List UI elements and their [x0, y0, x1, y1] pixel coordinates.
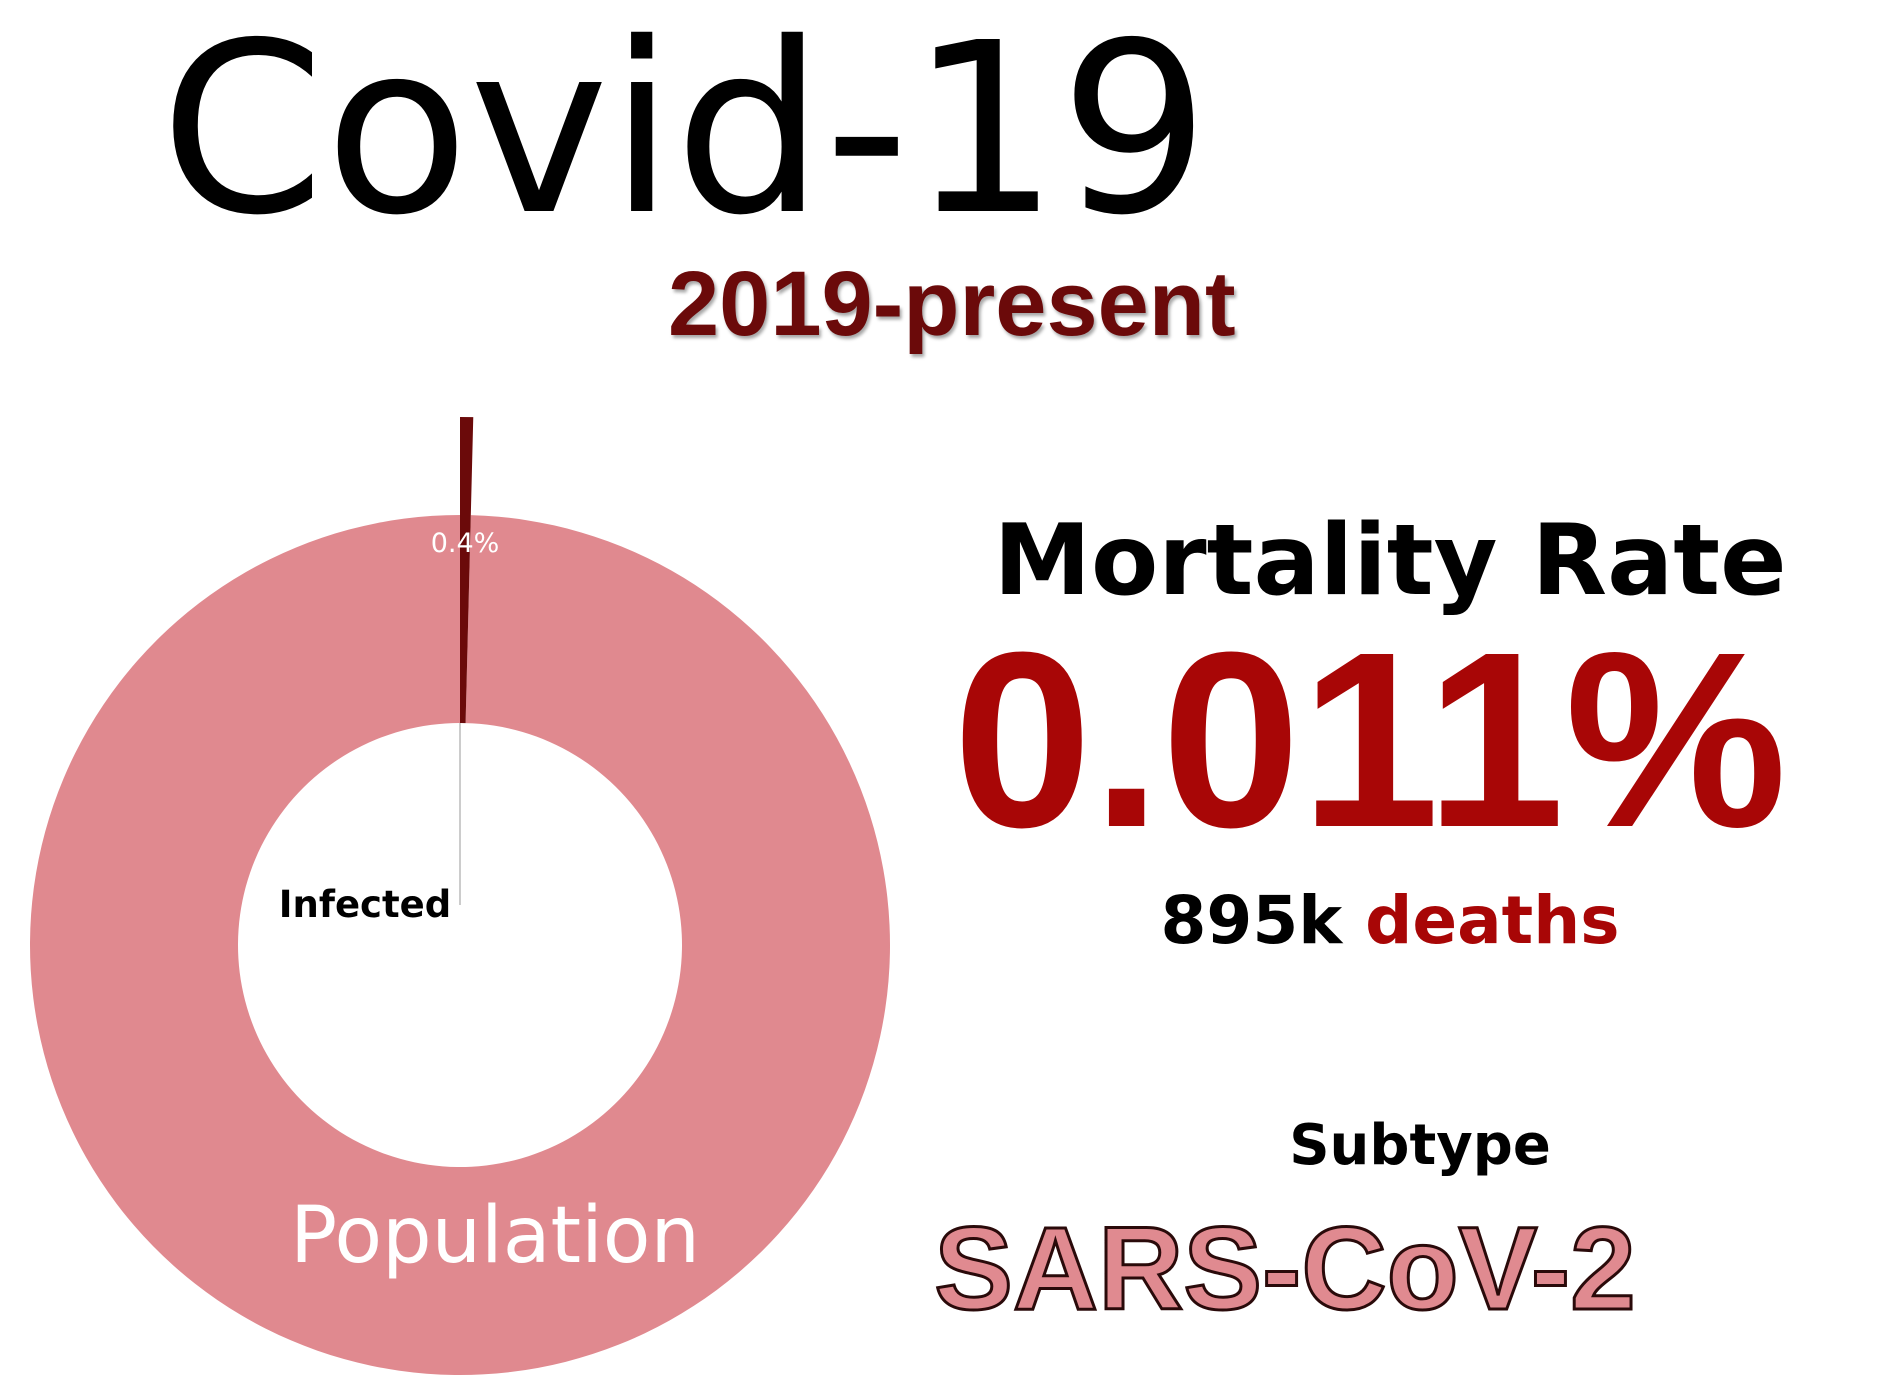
- population-label: Population: [290, 1191, 700, 1281]
- subtype-value: SARS-CoV-2: [933, 1203, 1638, 1335]
- deaths-word: deaths: [1365, 882, 1620, 959]
- infected-label: Infected: [279, 883, 452, 926]
- deaths-line: 895k deaths: [1030, 888, 1750, 954]
- infected-slice: [460, 417, 474, 724]
- infected-percentage-label: 0.4%: [431, 528, 500, 559]
- deaths-count: 895k: [1160, 882, 1343, 959]
- period-subtitle: 2019-present: [668, 253, 1236, 355]
- main-title: Covid-19: [160, 0, 1210, 267]
- mortality-rate-value: 0.011%: [952, 600, 1788, 879]
- population-slice: [30, 515, 891, 1375]
- mortality-rate-label: Mortality Rate: [993, 504, 1787, 618]
- subtype-label: Subtype: [1289, 1113, 1551, 1178]
